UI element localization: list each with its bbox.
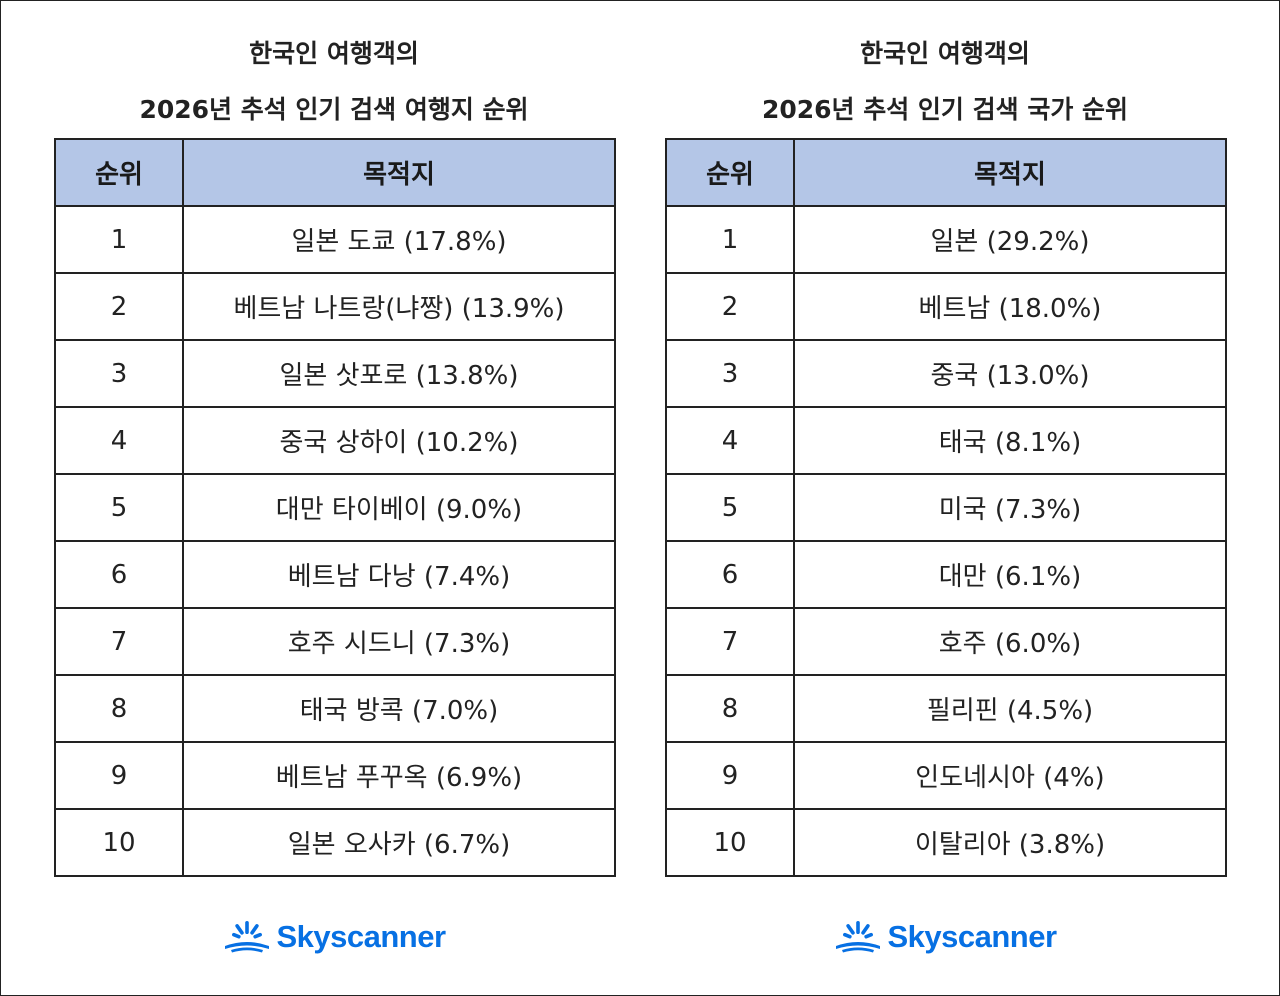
country-ranking-panel: 한국인 여행객의 2026년 추석 인기 검색 국가 순위 순위 목적지 1 일본… (665, 1, 1227, 954)
title-line-1: 한국인 여행객의 (249, 39, 419, 68)
destination-ranking-table: 순위 목적지 1 일본 도쿄 (17.8%) 2 베트남 나트랑(냐짱) (13.9%… (54, 138, 616, 877)
destination-cell: 중국 상하이 (10.2%) (182, 406, 616, 475)
skyscanner-logo: Skyscanner (665, 919, 1225, 955)
rank-cell: 4 (665, 406, 795, 475)
table-header-row: 순위 목적지 (54, 138, 616, 207)
table-row: 5 미국 (7.3%) (665, 473, 1227, 542)
rank-cell: 5 (665, 473, 795, 542)
rank-cell: 7 (665, 607, 795, 676)
rank-cell: 6 (665, 540, 795, 609)
table-row: 7 호주 시드니 (7.3%) (54, 607, 616, 676)
destination-cell: 미국 (7.3%) (793, 473, 1227, 542)
table-row: 5 대만 타이베이 (9.0%) (54, 473, 616, 542)
rank-cell: 2 (54, 272, 184, 341)
destination-ranking-title: 한국인 여행객의 2026년 추석 인기 검색 여행지 순위 (54, 26, 614, 138)
table-row: 9 인도네시아 (4%) (665, 741, 1227, 810)
table-row: 6 베트남 다낭 (7.4%) (54, 540, 616, 609)
rank-cell: 8 (665, 674, 795, 743)
header-rank: 순위 (665, 138, 795, 207)
rank-cell: 3 (665, 339, 795, 408)
table-row: 8 필리핀 (4.5%) (665, 674, 1227, 743)
table-row: 1 일본 도쿄 (17.8%) (54, 205, 616, 274)
rank-cell: 10 (665, 808, 795, 877)
header-rank: 순위 (54, 138, 184, 207)
destination-cell: 필리핀 (4.5%) (793, 674, 1227, 743)
destination-cell: 대만 타이베이 (9.0%) (182, 473, 616, 542)
destination-cell: 일본 삿포로 (13.8%) (182, 339, 616, 408)
destination-cell: 일본 (29.2%) (793, 205, 1227, 274)
destination-cell: 인도네시아 (4%) (793, 741, 1227, 810)
destination-cell: 태국 (8.1%) (793, 406, 1227, 475)
destination-cell: 베트남 나트랑(냐짱) (13.9%) (182, 272, 616, 341)
table-row: 3 일본 삿포로 (13.8%) (54, 339, 616, 408)
destination-cell: 베트남 (18.0%) (793, 272, 1227, 341)
rank-cell: 6 (54, 540, 184, 609)
table-row: 2 베트남 나트랑(냐짱) (13.9%) (54, 272, 616, 341)
rank-cell: 9 (665, 741, 795, 810)
table-row: 10 일본 오사카 (6.7%) (54, 808, 616, 877)
table-row: 8 태국 방콕 (7.0%) (54, 674, 616, 743)
rank-cell: 10 (54, 808, 184, 877)
rank-cell: 1 (665, 205, 795, 274)
sunrise-icon (225, 921, 270, 953)
logo-text: Skyscanner (887, 919, 1057, 954)
logo-text: Skyscanner (276, 919, 446, 954)
header-destination: 목적지 (793, 138, 1227, 207)
table-row: 4 태국 (8.1%) (665, 406, 1227, 475)
destination-cell: 일본 도쿄 (17.8%) (182, 205, 616, 274)
country-ranking-title: 한국인 여행객의 2026년 추석 인기 검색 국가 순위 (665, 26, 1225, 138)
table-row: 9 베트남 푸꾸옥 (6.9%) (54, 741, 616, 810)
destination-cell: 대만 (6.1%) (793, 540, 1227, 609)
table-row: 3 중국 (13.0%) (665, 339, 1227, 408)
sunrise-icon (836, 921, 881, 953)
table-row: 7 호주 (6.0%) (665, 607, 1227, 676)
destination-cell: 태국 방콕 (7.0%) (182, 674, 616, 743)
table-header-row: 순위 목적지 (665, 138, 1227, 207)
country-ranking-table: 순위 목적지 1 일본 (29.2%) 2 베트남 (18.0%) 3 중국 (13.0%… (665, 138, 1227, 877)
rank-cell: 9 (54, 741, 184, 810)
rank-cell: 7 (54, 607, 184, 676)
rank-cell: 1 (54, 205, 184, 274)
destination-cell: 베트남 다낭 (7.4%) (182, 540, 616, 609)
title-line-2: 2026년 추석 인기 검색 여행지 순위 (139, 95, 529, 124)
destination-cell: 이탈리아 (3.8%) (793, 808, 1227, 877)
table-row: 4 중국 상하이 (10.2%) (54, 406, 616, 475)
table-row: 10 이탈리아 (3.8%) (665, 808, 1227, 877)
destination-cell: 호주 (6.0%) (793, 607, 1227, 676)
rank-cell: 8 (54, 674, 184, 743)
rank-cell: 3 (54, 339, 184, 408)
rank-cell: 2 (665, 272, 795, 341)
destination-cell: 일본 오사카 (6.7%) (182, 808, 616, 877)
rank-cell: 4 (54, 406, 184, 475)
skyscanner-logo: Skyscanner (54, 919, 614, 955)
table-row: 6 대만 (6.1%) (665, 540, 1227, 609)
destination-cell: 호주 시드니 (7.3%) (182, 607, 616, 676)
destination-cell: 중국 (13.0%) (793, 339, 1227, 408)
title-line-1: 한국인 여행객의 (860, 39, 1030, 68)
table-row: 1 일본 (29.2%) (665, 205, 1227, 274)
rank-cell: 5 (54, 473, 184, 542)
title-line-2: 2026년 추석 인기 검색 국가 순위 (761, 95, 1129, 124)
destination-cell: 베트남 푸꾸옥 (6.9%) (182, 741, 616, 810)
header-destination: 목적지 (182, 138, 616, 207)
table-row: 2 베트남 (18.0%) (665, 272, 1227, 341)
